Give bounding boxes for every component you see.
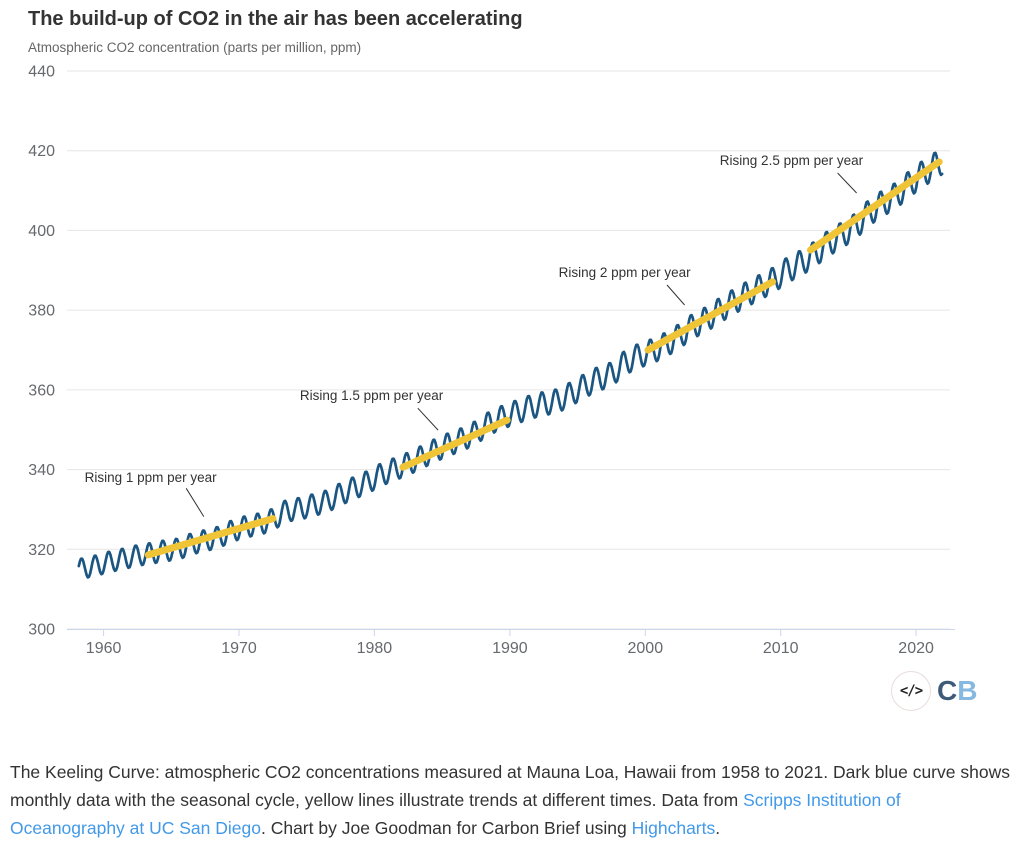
- caption-text: The Keeling Curve: atmospheric CO2 conce…: [10, 762, 1010, 810]
- x-tick-label: 1980: [357, 640, 393, 657]
- caption-text: .: [715, 818, 721, 838]
- caption-text: . Chart by Joe Goodman for Carbon Brief …: [260, 818, 632, 838]
- annotation-callout-line: [185, 488, 205, 517]
- trend-line: [399, 416, 511, 471]
- cb-letter-b: B: [957, 675, 978, 706]
- x-tick-label: 2010: [763, 640, 799, 657]
- caption-link-highcharts[interactable]: Highcharts: [631, 818, 716, 838]
- y-tick-label: 420: [28, 143, 55, 160]
- annotation-callout-line: [666, 284, 685, 306]
- annotation-label: Rising 2 ppm per year: [559, 265, 692, 280]
- code-icon-glyph: </>: [899, 683, 923, 699]
- x-tick-label: 2020: [898, 640, 934, 657]
- y-tick-label: 300: [28, 622, 55, 639]
- annotation-label: Rising 1.5 ppm per year: [300, 388, 444, 403]
- trend-line: [807, 158, 943, 254]
- y-tick-label: 340: [28, 462, 55, 479]
- y-tick-label: 320: [28, 542, 55, 559]
- annotation-label: Rising 1 ppm per year: [85, 470, 218, 485]
- carbon-brief-logo[interactable]: </> CB: [891, 671, 977, 711]
- y-tick-label: 380: [28, 303, 55, 320]
- code-icon[interactable]: </>: [891, 671, 931, 711]
- x-tick-label: 2000: [628, 640, 664, 657]
- y-tick-label: 400: [28, 223, 55, 240]
- x-tick-label: 1970: [221, 640, 257, 657]
- trend-line: [144, 515, 277, 559]
- annotation-callout-line: [417, 407, 439, 431]
- keeling-curve-chart: 1960 1970 1980 1990 2000 2010 2020 300 320 340 360…: [28, 64, 955, 657]
- y-tick-label: 440: [28, 64, 55, 81]
- page-title: The build-up of CO2 in the air has been …: [28, 8, 523, 30]
- y-tick-label: 360: [28, 382, 55, 399]
- caption: The Keeling Curve: atmospheric CO2 conce…: [10, 758, 1014, 842]
- x-tick-label: 1990: [492, 640, 528, 657]
- x-tick-label: 1960: [86, 640, 122, 657]
- cb-wordmark[interactable]: CB: [937, 675, 977, 707]
- annotation-label: Rising 2.5 ppm per year: [720, 153, 864, 168]
- annotation-callout-line: [837, 172, 857, 194]
- cb-letter-c: C: [937, 675, 958, 706]
- caption-link-scripps[interactable]: Scripps Institution of Oceanography at U…: [10, 790, 901, 838]
- chart-subtitle: Atmospheric CO2 concentration (parts per…: [28, 40, 362, 55]
- co2-monthly-series[interactable]: [77, 151, 944, 579]
- trend-line: [644, 278, 777, 354]
